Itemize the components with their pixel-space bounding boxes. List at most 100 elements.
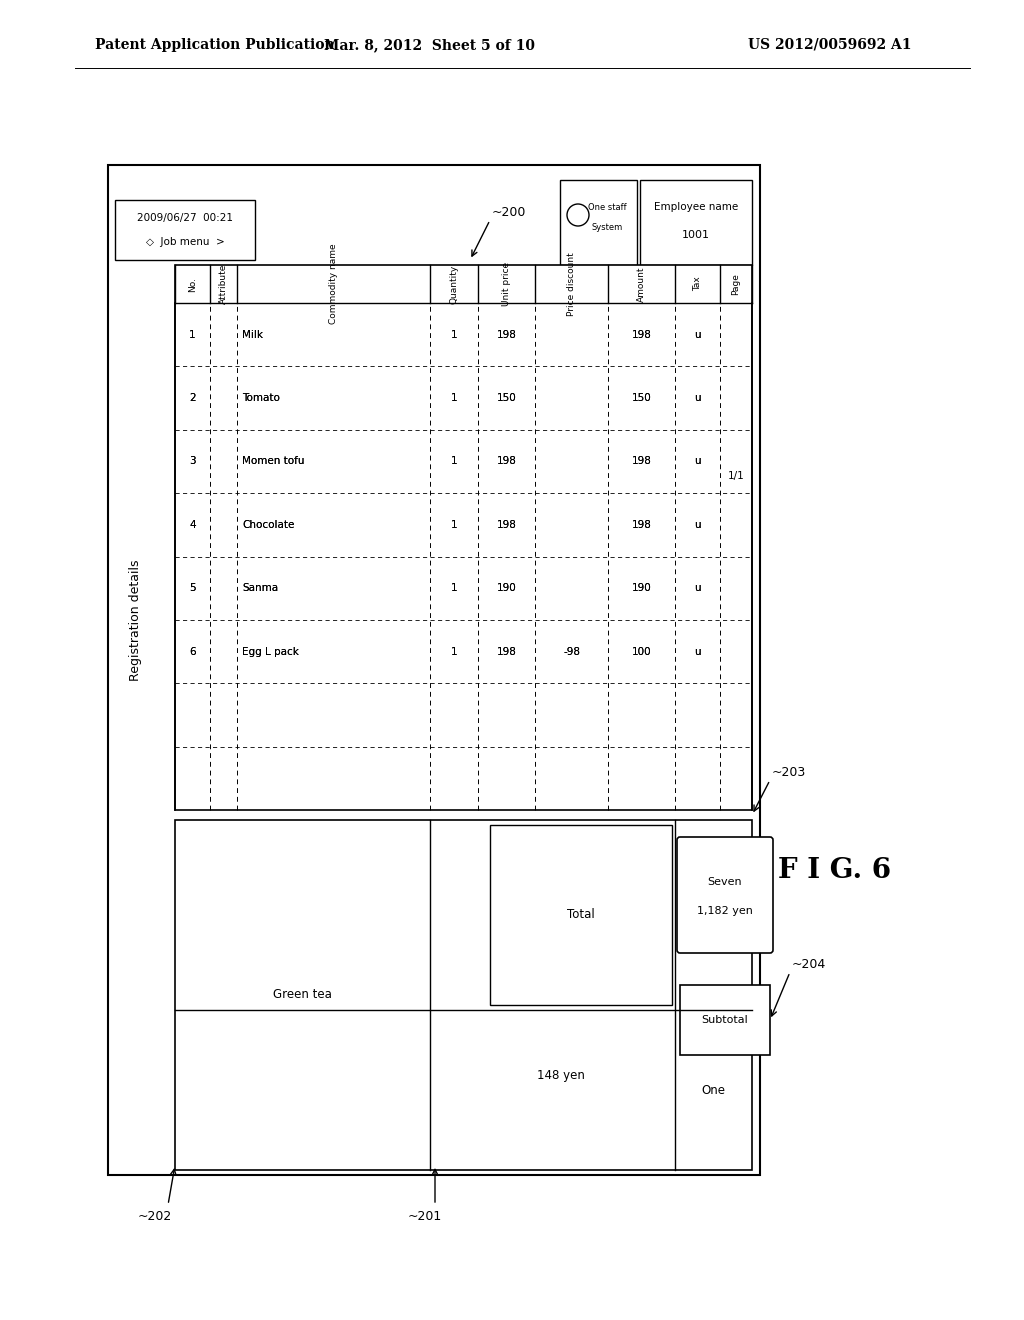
Text: 2: 2 <box>189 393 196 403</box>
Bar <box>175 265 752 810</box>
Text: 198: 198 <box>497 457 516 466</box>
Text: Patent Application Publication: Patent Application Publication <box>95 38 335 51</box>
Text: Amount: Amount <box>637 267 646 302</box>
Text: 1: 1 <box>451 583 458 593</box>
Text: Sanma: Sanma <box>242 583 279 593</box>
Text: 3: 3 <box>189 457 196 466</box>
Text: Commodity name: Commodity name <box>329 244 338 325</box>
Text: u: u <box>694 457 700 466</box>
Text: Momen tofu: Momen tofu <box>242 457 304 466</box>
Text: 198: 198 <box>497 520 516 529</box>
Text: 198: 198 <box>632 330 651 339</box>
Text: 198: 198 <box>497 330 516 339</box>
Bar <box>108 165 760 1175</box>
Text: u: u <box>694 583 700 593</box>
Bar <box>490 825 672 1005</box>
Text: ~201: ~201 <box>408 1210 442 1224</box>
Text: 1: 1 <box>451 520 458 529</box>
Text: 198: 198 <box>632 457 651 466</box>
Text: u: u <box>694 583 700 593</box>
Text: 4: 4 <box>189 520 196 529</box>
Text: Page: Page <box>731 273 740 294</box>
Text: 2: 2 <box>189 393 196 403</box>
Text: Attribute: Attribute <box>219 264 228 304</box>
Text: 1,182 yen: 1,182 yen <box>697 907 753 916</box>
Text: Registration details: Registration details <box>128 560 141 681</box>
Text: 148 yen: 148 yen <box>537 1068 585 1081</box>
Text: ~202: ~202 <box>138 1210 172 1224</box>
Text: 1: 1 <box>451 583 458 593</box>
Text: 198: 198 <box>497 647 516 656</box>
Text: 3: 3 <box>189 457 196 466</box>
Text: 198: 198 <box>632 520 651 529</box>
Text: One staff: One staff <box>588 202 627 211</box>
Text: u: u <box>694 393 700 403</box>
Text: 1: 1 <box>451 457 458 466</box>
Text: 1: 1 <box>451 457 458 466</box>
Text: 190: 190 <box>632 583 651 593</box>
Text: US 2012/0059692 A1: US 2012/0059692 A1 <box>749 38 911 51</box>
Text: -98: -98 <box>563 647 580 656</box>
Text: 198: 198 <box>497 647 516 656</box>
Text: 1: 1 <box>451 393 458 403</box>
Text: Mar. 8, 2012  Sheet 5 of 10: Mar. 8, 2012 Sheet 5 of 10 <box>325 38 536 51</box>
Text: 6: 6 <box>189 647 196 656</box>
Text: Subtotal: Subtotal <box>701 1015 749 1026</box>
Text: Seven: Seven <box>708 876 742 887</box>
Text: Price discount: Price discount <box>567 252 575 315</box>
Text: 1: 1 <box>451 393 458 403</box>
Bar <box>560 180 637 265</box>
Bar <box>680 985 770 1055</box>
Bar <box>175 820 752 1170</box>
Text: 1: 1 <box>189 330 196 339</box>
Text: 1: 1 <box>451 520 458 529</box>
Text: -98: -98 <box>563 647 580 656</box>
Text: u: u <box>694 520 700 529</box>
Text: u: u <box>694 330 700 339</box>
Text: 150: 150 <box>632 393 651 403</box>
Text: ~203: ~203 <box>772 766 806 779</box>
Text: u: u <box>694 457 700 466</box>
Text: Milk: Milk <box>242 330 263 339</box>
Bar <box>115 201 255 260</box>
Text: F I G. 6: F I G. 6 <box>778 857 892 883</box>
Text: 150: 150 <box>632 393 651 403</box>
Text: 6: 6 <box>189 647 196 656</box>
Bar <box>640 180 752 265</box>
Text: 150: 150 <box>497 393 516 403</box>
Text: ~204: ~204 <box>792 957 826 970</box>
Text: 198: 198 <box>632 520 651 529</box>
Text: 150: 150 <box>497 393 516 403</box>
Text: Chocolate: Chocolate <box>242 520 294 529</box>
Text: 1: 1 <box>189 330 196 339</box>
Text: Egg L pack: Egg L pack <box>242 647 299 656</box>
Text: 190: 190 <box>497 583 516 593</box>
Text: One: One <box>701 1084 725 1097</box>
Text: Tomato: Tomato <box>242 393 280 403</box>
Text: u: u <box>694 520 700 529</box>
Text: 198: 198 <box>497 457 516 466</box>
Text: Chocolate: Chocolate <box>242 520 294 529</box>
Text: Milk: Milk <box>242 330 263 339</box>
Text: 5: 5 <box>189 583 196 593</box>
Text: 1: 1 <box>451 647 458 656</box>
Text: 190: 190 <box>497 583 516 593</box>
Text: 100: 100 <box>632 647 651 656</box>
Text: u: u <box>694 647 700 656</box>
Text: 190: 190 <box>632 583 651 593</box>
Text: Quantity: Quantity <box>450 264 459 304</box>
Text: 198: 198 <box>497 330 516 339</box>
Text: ◇  Job menu  >: ◇ Job menu > <box>145 238 224 247</box>
Text: 1001: 1001 <box>682 230 710 240</box>
Text: No.: No. <box>188 276 197 292</box>
Text: 1: 1 <box>451 330 458 339</box>
Text: u: u <box>694 647 700 656</box>
Text: u: u <box>694 393 700 403</box>
Text: Egg L pack: Egg L pack <box>242 647 299 656</box>
Text: u: u <box>694 330 700 339</box>
Text: 2009/06/27  00:21: 2009/06/27 00:21 <box>137 213 233 223</box>
Text: 1: 1 <box>451 330 458 339</box>
FancyBboxPatch shape <box>677 837 773 953</box>
Text: System: System <box>592 223 623 231</box>
Text: Sanma: Sanma <box>242 583 279 593</box>
